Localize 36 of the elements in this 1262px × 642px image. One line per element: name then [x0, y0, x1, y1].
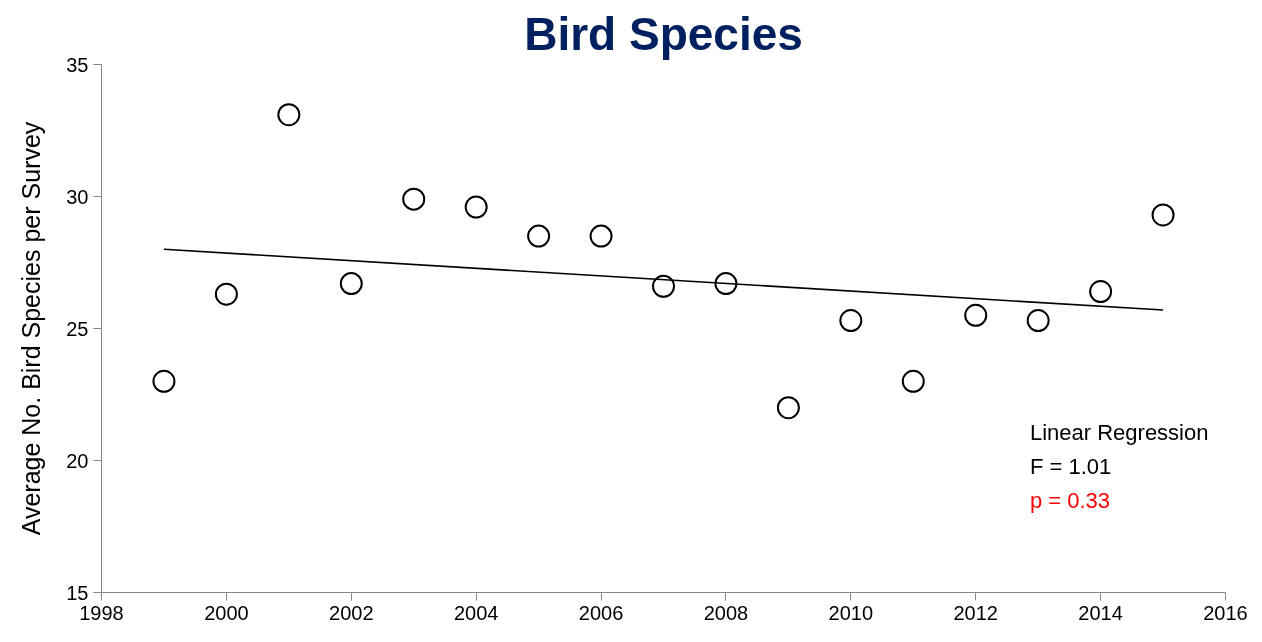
point	[901, 369, 925, 393]
point	[1089, 280, 1113, 304]
x-tick-label: 1998	[79, 601, 124, 624]
point	[652, 274, 675, 298]
x-tick-label: 2010	[828, 601, 874, 624]
point	[589, 224, 613, 248]
point	[964, 303, 988, 327]
point	[1026, 309, 1050, 333]
x-tick-label: 2016	[1203, 601, 1248, 624]
point	[152, 369, 176, 393]
x-tick-label: 2006	[578, 601, 624, 624]
point	[339, 272, 363, 296]
x-tick-label: 2002	[329, 601, 374, 624]
annotation: p = 0.33	[1029, 487, 1111, 513]
x-tick-label: 2008	[703, 601, 749, 624]
point	[277, 103, 301, 127]
x-tick-label: 2012	[953, 601, 998, 624]
point	[464, 195, 488, 219]
point	[402, 187, 426, 211]
annotation: F = 1.01	[1029, 454, 1112, 480]
point	[776, 396, 800, 420]
y-tick-label: 35	[66, 53, 89, 76]
annotation: Linear Regression	[1029, 420, 1209, 446]
y-tick-label: 15	[66, 581, 89, 604]
x-tick-label: 2004	[453, 601, 499, 624]
chart-title: Bird Species	[524, 7, 803, 60]
x-tick-label: 2014	[1078, 601, 1123, 624]
y-tick-label: 30	[66, 185, 89, 208]
y-tick-label: 20	[66, 449, 89, 472]
point	[214, 282, 238, 306]
y-tick-label: 25	[66, 317, 89, 340]
point	[527, 224, 551, 248]
y-axis-title: Average No. Bird Species per Survey	[17, 121, 46, 536]
point	[839, 309, 863, 333]
x-tick-label: 2000	[204, 601, 249, 624]
point	[1151, 203, 1175, 227]
